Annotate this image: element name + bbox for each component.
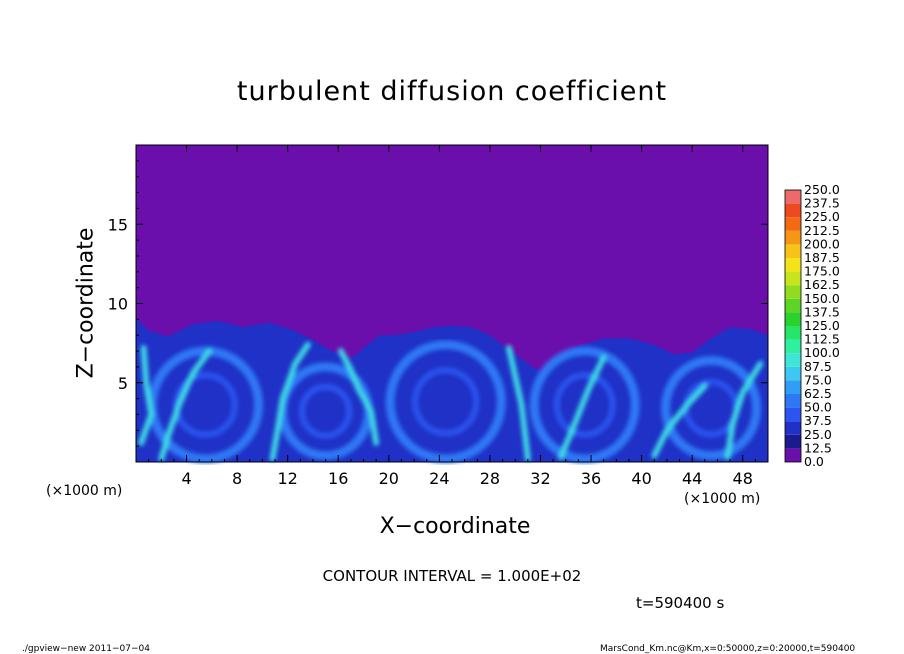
colorbar-swatch [785, 339, 801, 354]
colorbar-label: 237.5 [804, 196, 840, 211]
colorbar-swatch [785, 366, 801, 381]
x-tick-label: 16 [328, 469, 348, 488]
x-tick-label: 12 [278, 469, 298, 488]
y-axis-label: Z−coordinate [73, 227, 99, 379]
x-unit-left: (×1000 m) [46, 483, 123, 499]
colorbar-label: 0.0 [804, 454, 824, 469]
colorbar-label: 200.0 [804, 236, 840, 251]
colorbar-label: 50.0 [804, 400, 832, 415]
colorbar-label: 175.0 [804, 264, 840, 279]
x-unit-right: (×1000 m) [684, 491, 761, 507]
colorbar-label: 250.0 [804, 182, 840, 197]
eddy-ring [661, 356, 762, 461]
colorbar-label: 187.5 [804, 250, 840, 265]
colorbar-label: 100.0 [804, 345, 840, 360]
colorbar-label: 12.5 [804, 440, 832, 455]
colorbar-label: 225.0 [804, 209, 840, 224]
colorbar-swatch [785, 203, 801, 218]
bright-filament-core [652, 384, 707, 457]
contour-interval: CONTOUR INTERVAL = 1.000E+02 [322, 567, 582, 585]
eddy-ring [385, 340, 506, 464]
colorbar-label: 162.5 [804, 277, 840, 292]
x-tick-label: 40 [631, 469, 651, 488]
footer-right: MarsCond_Km.nc@Km,x=0:50000,z=0:20000,t=… [600, 644, 856, 654]
bright-filament-core [339, 349, 378, 445]
colorbar-label: 37.5 [804, 413, 832, 428]
colorbar-swatch [785, 407, 801, 422]
x-tick-label: 24 [429, 469, 449, 488]
colorbar-swatch [785, 434, 801, 449]
colorbar-swatch [785, 298, 801, 313]
bright-filament-core [507, 346, 530, 461]
x-tick-label: 20 [379, 469, 399, 488]
bright-filament-core [726, 362, 762, 459]
colorbar: 0.012.525.037.550.062.575.087.5100.0112.… [784, 182, 840, 469]
colorbar-label: 62.5 [804, 386, 832, 401]
x-tick-label: 28 [480, 469, 500, 488]
colorbar-swatch [785, 230, 801, 245]
chart-title: turbulent diffusion coefficient [236, 76, 668, 107]
colorbar-swatch [785, 217, 801, 231]
colorbar-label: 125.0 [804, 318, 840, 333]
eddy-ring [529, 346, 640, 464]
y-tick-label: 5 [118, 374, 128, 393]
x-tick-label: 44 [682, 469, 702, 488]
y-tick-label: 15 [108, 215, 128, 234]
colorbar-label: 137.5 [804, 304, 840, 319]
colorbar-label: 150.0 [804, 291, 840, 306]
x-axis-label: X−coordinate [379, 514, 531, 539]
bright-filament-core [271, 343, 310, 461]
colorbar-swatch [785, 394, 801, 408]
colorbar-swatch [785, 244, 801, 258]
colorbar-swatch [785, 326, 801, 340]
bright-filament-core [139, 346, 153, 445]
colorbar-frame [784, 189, 802, 463]
colorbar-swatch [785, 380, 801, 394]
x-tick-label: 48 [733, 469, 753, 488]
y-tick-label: 10 [108, 295, 128, 314]
time-label: t=590400 s [636, 594, 725, 612]
colorbar-swatch [785, 271, 801, 286]
colorbar-label: 212.5 [804, 223, 840, 238]
x-tick-label: 8 [232, 469, 242, 488]
colorbar-label: 25.0 [804, 427, 832, 442]
bright-filament-core [559, 356, 605, 459]
colorbar-swatch [785, 353, 801, 367]
colorbar-label: 112.5 [804, 332, 840, 347]
eddy-core [553, 372, 616, 438]
colorbar-swatch [785, 285, 801, 299]
bright-filament-core [160, 349, 211, 461]
eddy-core [298, 383, 353, 439]
colorbar-swatch [785, 448, 801, 462]
colorbar-label: 75.0 [804, 372, 832, 387]
x-tick-label: 32 [530, 469, 550, 488]
colorbar-swatch [785, 258, 801, 272]
colorbar-swatch [785, 190, 801, 204]
footer-left: ./gpview−new 2011−07−04 [22, 644, 150, 654]
turbulent-structure [138, 340, 764, 464]
colorbar-label: 87.5 [804, 359, 832, 374]
x-tick-label: 4 [181, 469, 191, 488]
colorbar-swatch [785, 312, 801, 326]
eddy-core [412, 367, 480, 437]
x-tick-label: 36 [581, 469, 601, 488]
colorbar-swatch [785, 421, 801, 435]
